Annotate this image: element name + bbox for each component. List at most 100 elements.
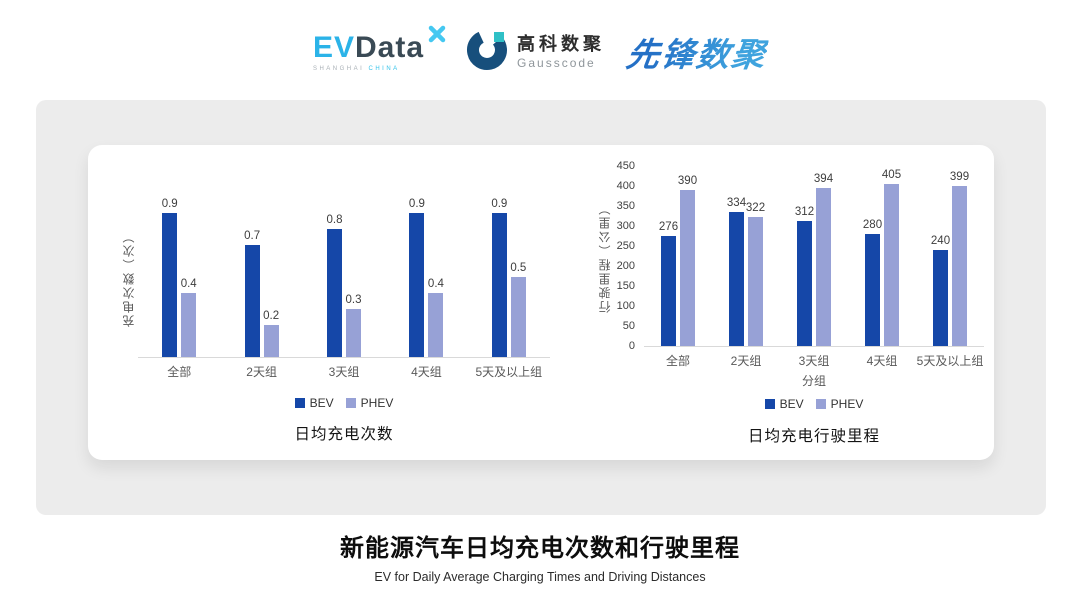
bar-value-label: 0.3 [345,294,362,306]
bar-value-label: 0.9 [491,198,508,210]
bar-bev: 0.7 [244,230,260,357]
bar-value-label: 334 [726,197,747,210]
y-axis-title: 充电次数（次） [118,198,138,358]
bar-bev: 0.9 [491,198,507,357]
bar-rect [680,190,695,346]
bar-rect [244,245,260,357]
bar-phev: 405 [882,169,901,346]
chart-daily-driving-distance: 行驶里程（公里） 450 400 350 300 250 200 150 100 50 0 276 39… [594,161,984,446]
bar-phev: 0.4 [181,278,197,357]
bar-group: 334 322 [712,197,780,346]
legend-item-phev: PHEV [345,396,394,410]
bar-rect [865,234,880,346]
chart-daily-charging-times: 充电次数（次） 0.9 0.4 0.7 0.2 0.8 0.3 0.9 0.4 0.9 0.5 全部 2… [118,198,550,444]
evdata-subtitle: SHANGHAI CHINA [313,66,444,72]
bar-rect [933,250,948,346]
chart-title: 日均充电次数 [294,426,394,443]
gausscode-cn-text: 高科数聚 [517,34,606,54]
y-axis-title-text: 行驶里程（公里） [597,201,612,313]
bar-value-label: 280 [862,219,883,231]
bar-group: 0.9 0.5 [468,198,550,357]
bar-rect [409,213,425,357]
chart-title: 日均充电行驶里程 [747,428,880,445]
bar-rect [816,188,831,346]
bar-phev: 0.3 [346,294,362,357]
bar-group: 0.9 0.4 [138,198,220,357]
category-label: 4天组 [411,365,442,379]
legend-label: BEV [309,396,334,410]
bar-group: 240 399 [916,171,984,346]
y-axis-title: 行驶里程（公里） [594,167,614,347]
chart-legend: BEV PHEV [644,397,984,411]
legend-label: PHEV [830,397,864,411]
y-tick-label: 400 [616,180,635,192]
category-label: 2天组 [246,365,277,379]
bar-value-label: 394 [813,173,834,186]
plot-column: 276 390 334 322 312 394 280 405 240 399 全部 2天组 3天组 4天… [644,167,984,446]
bar-bev: 312 [795,206,814,346]
bar-value-label: 0.4 [427,278,444,290]
gray-panel: 充电次数（次） 0.9 0.4 0.7 0.2 0.8 0.3 0.9 0.4 0.9 0.5 全部 2… [36,100,1046,515]
bar-bev: 240 [931,235,950,346]
bar-rect [661,235,676,346]
y-axis-title-text: 充电次数（次） [121,229,136,327]
bar-phev: 0.5 [510,262,526,357]
y-tick-label: 450 [616,160,635,172]
evdata-shanghai-text: SHANGHAI [312,65,365,72]
bar-bev: 334 [727,197,746,346]
bar-rect [428,293,444,357]
category-label: 全部 [167,365,192,379]
legend-swatch [345,398,356,408]
bar-value-label: 0.8 [326,214,343,226]
y-tick-label: 350 [616,200,635,212]
legend-item-bev: BEV [294,396,334,410]
bar-value-label: 405 [881,169,902,181]
category-label: 5天及以上组 [916,354,984,368]
bar-value-label: 0.9 [408,198,425,210]
bar-rect [952,186,967,346]
bar-phev: 0.4 [428,278,444,357]
bar-rect [884,184,899,346]
bar-value-label: 390 [677,175,698,187]
bar-group: 0.7 0.2 [220,230,302,357]
bar-bev: 276 [659,221,678,346]
legend-label: BEV [779,397,804,411]
bar-rect [263,325,279,357]
bar-group: 312 394 [780,173,848,346]
category-label: 2天组 [730,354,762,368]
gausscode-g-icon [466,29,508,76]
x-axis-categories: 全部 2天组 3天组 4天组 5天及以上组 [644,352,984,369]
bar-rect [327,229,343,357]
bar-rect [181,293,197,357]
evdata-wordmark: EV Data [312,25,446,64]
bar-rect [797,221,812,346]
bar-phev: 322 [746,202,765,346]
legend-swatch [764,399,775,409]
bar-value-label: 240 [930,235,951,247]
legend-swatch [294,398,305,408]
logo-bar: EV Data SHANGHAI CHINA 高科数聚 Gausscode 先锋数… [0,20,1080,84]
bar-phev: 399 [950,171,969,346]
gausscode-logo: 高科数聚 Gausscode [466,29,605,76]
chart-body: 充电次数（次） 0.9 0.4 0.7 0.2 0.8 0.3 0.9 0.4 0.9 0.5 全部 2… [118,198,550,444]
page-subtitle: EV for Daily Average Charging Times and … [374,570,706,584]
evdata-logo: EV Data SHANGHAI CHINA [312,25,446,72]
evdata-ev-text: EV [312,30,355,64]
bar-rect [510,277,526,357]
y-tick-label: 200 [616,260,635,272]
page-footer: 新能源汽车日均充电次数和行驶里程 EV for Daily Average Ch… [0,528,1080,584]
xianfeng-shuju-logo: 先锋数聚 [624,28,771,76]
bar-rect [748,217,763,346]
bar-value-label: 399 [949,171,970,184]
y-tick-label: 250 [616,240,635,252]
bar-value-label: 0.9 [161,198,178,210]
y-tick-label: 0 [628,340,635,352]
y-tick-label: 300 [616,220,635,232]
category-label: 3天组 [798,354,830,368]
y-axis-ticks: 450 400 350 300 250 200 150 100 50 0 [614,161,644,352]
legend-label: PHEV [360,396,394,410]
y-tick-label: 150 [616,280,635,292]
legend-swatch [815,399,826,409]
plot-area: 0.9 0.4 0.7 0.2 0.8 0.3 0.9 0.4 0.9 0.5 [138,198,550,358]
gausscode-en-text: Gausscode [517,55,596,70]
